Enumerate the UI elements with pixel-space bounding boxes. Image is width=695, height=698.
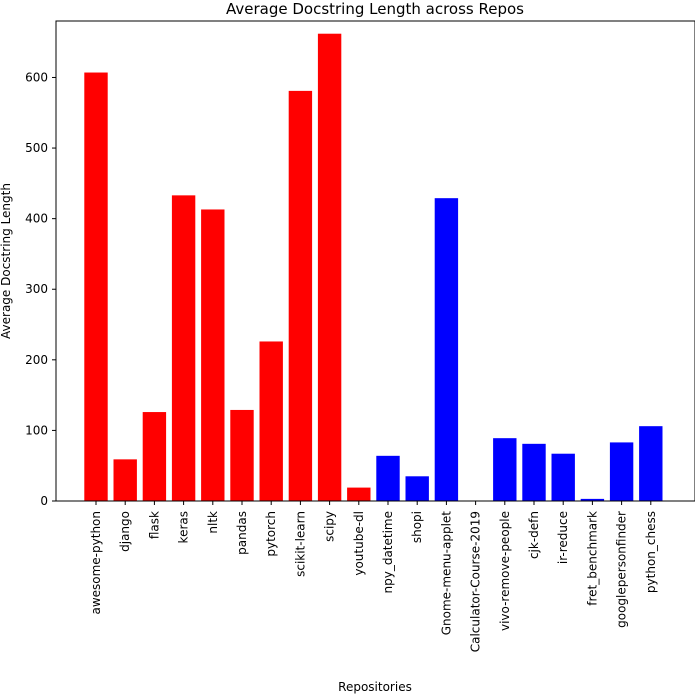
- x-tick-label: ir-reduce: [556, 511, 570, 564]
- x-axis-ticks: awesome-python django flask keras nltk pandas…: [89, 501, 658, 652]
- bar-vivo-remove-people: [493, 438, 517, 501]
- bar-scipy: [317, 33, 342, 502]
- y-tick-label: 0: [40, 494, 48, 508]
- x-tick-label: cjk-defn: [527, 511, 541, 559]
- x-axis-label: Repositories: [338, 680, 412, 694]
- y-tick-label: 300: [25, 282, 48, 296]
- x-tick-label: flask: [147, 511, 161, 539]
- x-tick-label: youtube-dl: [352, 511, 366, 576]
- x-tick-label: pytorch: [264, 511, 278, 557]
- bar-scikit-learn: [288, 90, 313, 501]
- x-tick-label: googlepersonfinder: [615, 511, 629, 628]
- x-tick-label: Gnome-menu-applet: [439, 511, 453, 636]
- bar-ir-reduce: [551, 453, 575, 501]
- y-tick-label: 400: [25, 212, 48, 226]
- x-tick-label: shopi: [410, 511, 424, 543]
- bar-python_chess: [639, 426, 663, 501]
- bar-flask: [142, 412, 167, 501]
- x-tick-label: npy_datetime: [381, 511, 395, 594]
- y-tick-label: 600: [25, 70, 48, 84]
- x-tick-label: keras: [177, 511, 191, 543]
- x-tick-label: vivo-remove-people: [498, 511, 512, 631]
- y-tick-label: 100: [25, 423, 48, 437]
- x-tick-label: python_chess: [644, 511, 658, 593]
- bar-awesome-python: [84, 72, 108, 501]
- plot-frame: [55, 20, 695, 502]
- x-tick-label: fret_benchmark: [585, 511, 599, 606]
- bar-fret_benchmark: [580, 498, 605, 501]
- bar-cjk-defn: [522, 443, 546, 501]
- x-tick-label: awesome-python: [89, 511, 103, 615]
- x-tick-label: scipy: [323, 511, 337, 542]
- bar-pytorch: [259, 341, 283, 501]
- y-tick-label: 200: [25, 353, 48, 367]
- bar-nltk: [201, 209, 225, 501]
- y-tick-label: 500: [25, 141, 48, 155]
- x-tick-label: Calculator-Course-2019: [469, 511, 483, 652]
- y-axis-label: Average Docstring Length: [0, 183, 13, 339]
- bar-shopi: [405, 476, 429, 501]
- bar-youtube-dl: [347, 487, 371, 501]
- chart-title: Average Docstring Length across Repos: [226, 0, 524, 18]
- x-tick-label: django: [118, 511, 132, 552]
- bar-npy_datetime: [376, 455, 400, 501]
- bars-layer: [84, 33, 663, 502]
- bar-keras: [171, 195, 196, 501]
- x-tick-label: pandas: [235, 511, 249, 555]
- bar-django: [113, 459, 137, 501]
- bar-Gnome-menu-applet: [434, 198, 459, 502]
- x-tick-label: nltk: [206, 511, 220, 534]
- y-axis-ticks: 0 100 200 300 400 500 600: [25, 70, 56, 508]
- bar-pandas: [230, 409, 254, 501]
- bar-googlepersonfinder: [609, 442, 634, 501]
- x-tick-label: scikit-learn: [293, 511, 307, 577]
